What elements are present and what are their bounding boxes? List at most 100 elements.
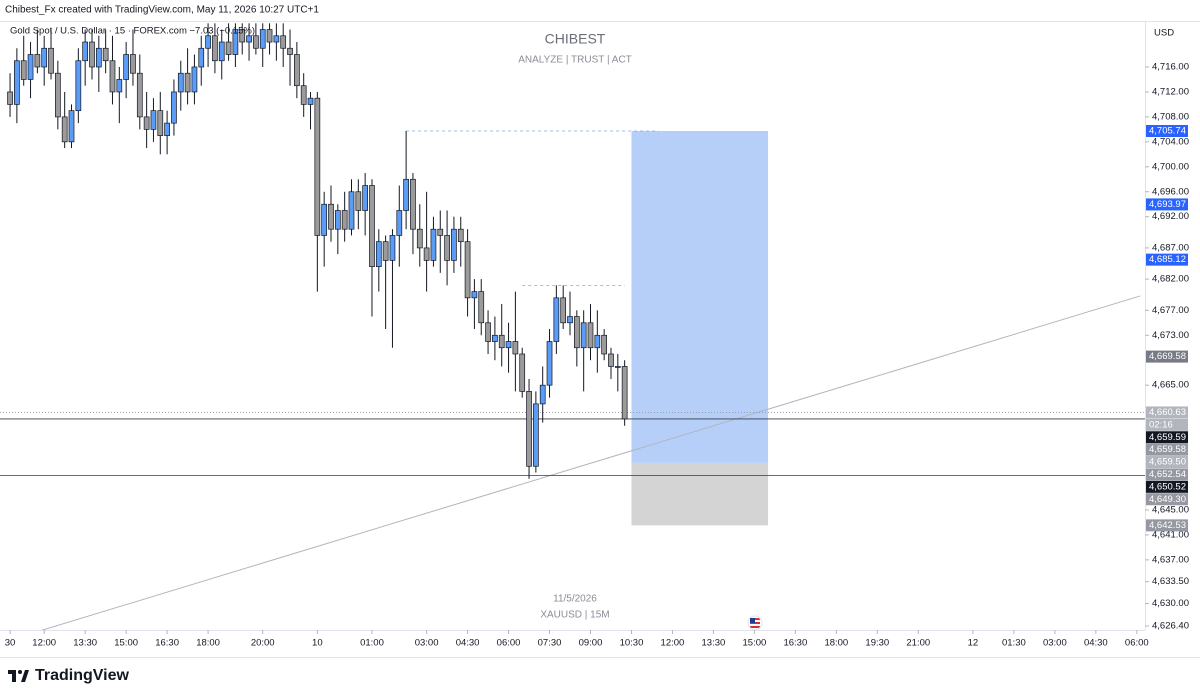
candle-body	[116, 79, 123, 93]
price-badge	[1146, 468, 1188, 481]
price-badge	[1146, 431, 1188, 444]
candle-body	[553, 297, 560, 342]
x-tick-label: 13:30	[702, 638, 726, 649]
x-tick-label: 04:30	[456, 638, 480, 649]
candle-body	[171, 91, 177, 124]
candle-body	[150, 110, 157, 130]
candle-body	[444, 235, 450, 261]
candle-body	[218, 41, 225, 62]
candle-body	[300, 85, 307, 105]
x-tick-label: 03:00	[1043, 638, 1067, 649]
candle-body	[205, 35, 211, 49]
price-badge	[1146, 456, 1188, 469]
candle-body	[266, 29, 273, 43]
x-tick-label: 18:00	[824, 638, 848, 649]
candle-body	[382, 241, 389, 261]
candle-body	[471, 291, 478, 299]
candle-body	[157, 110, 164, 136]
x-tick-label: 20:00	[251, 638, 275, 649]
candle-body	[328, 203, 334, 230]
candle-body	[396, 210, 403, 236]
candle-body	[567, 316, 573, 324]
candle-body	[580, 322, 587, 349]
price-badge-label: 4,693.97	[1149, 199, 1186, 210]
candle-body	[485, 322, 491, 342]
watermark-symbol: XAUUSD | 15M	[540, 610, 609, 621]
price-badge-label: 4,650.52	[1149, 481, 1186, 492]
candle-body	[341, 210, 348, 230]
symbol-line: Gold Spot / U.S. Dollar · 15 · FOREX.com…	[10, 26, 255, 37]
candle-body	[430, 228, 437, 261]
candle-body	[348, 191, 355, 230]
watermark-title: CHIBEST	[545, 31, 606, 47]
candle-body	[68, 110, 75, 143]
price-badge	[1146, 124, 1188, 137]
x-tick-label: 15:00	[743, 638, 767, 649]
plot	[0, 23, 1145, 630]
price-badge	[1146, 519, 1188, 532]
candle-body	[533, 403, 539, 467]
price-badge	[1146, 198, 1188, 211]
x-tick-label: 21:00	[906, 638, 930, 649]
price-badge-label: 4,669.58	[1149, 351, 1186, 362]
candle-body	[82, 41, 89, 62]
price-badge	[1146, 406, 1188, 419]
y-tick-label: 4,630.00	[1152, 598, 1189, 609]
candle-body	[177, 72, 184, 93]
trend-line	[40, 295, 1141, 630]
candle-body	[546, 341, 553, 386]
candle-body	[410, 178, 416, 230]
candle-body	[287, 47, 293, 55]
x-tick-label: 12	[968, 638, 979, 649]
candle-body	[416, 228, 423, 249]
price-unit: USD	[1154, 28, 1174, 39]
y-tick-label: 4,687.00	[1152, 242, 1189, 253]
x-tick-label: 10:30	[620, 638, 644, 649]
x-tick-label: 01:30	[1002, 638, 1026, 649]
candle-body	[273, 35, 280, 43]
y-tick-label: 4,716.00	[1152, 61, 1189, 72]
candle-body	[451, 228, 457, 261]
candle-body	[369, 185, 375, 267]
y-tick-label: 4,704.00	[1152, 136, 1189, 147]
candle-body	[519, 353, 526, 392]
candle-body	[423, 247, 430, 261]
candle-body	[498, 334, 505, 349]
candle-body	[307, 97, 314, 105]
candle-body	[123, 54, 129, 80]
x-tick-label: 18:00	[196, 638, 220, 649]
candle-body	[136, 72, 143, 118]
position-stop	[631, 462, 769, 526]
y-tick-label: 4,696.00	[1152, 186, 1189, 197]
y-tick-label: 4,626.40	[1152, 621, 1189, 632]
y-tick-label: 4,637.00	[1152, 554, 1189, 565]
y-tick-label: 4,677.00	[1152, 305, 1189, 316]
candle-body	[294, 54, 300, 87]
candle-body	[389, 235, 396, 261]
price-badge-label: 4,659.58	[1149, 444, 1186, 455]
x-tick-label: 01:00	[360, 638, 384, 649]
candle-body	[184, 72, 191, 93]
candle-body	[164, 122, 170, 136]
candle-body	[130, 54, 136, 74]
x-tick-label: 10	[312, 638, 323, 649]
candle-body	[61, 116, 68, 143]
price-badge	[1146, 350, 1188, 363]
candle-body	[601, 334, 608, 355]
flag-icon	[747, 615, 763, 631]
candle-body	[89, 41, 95, 68]
candle-body	[259, 29, 266, 49]
x-tick-label: 07:30	[538, 638, 562, 649]
price-badge-label: 4,649.30	[1149, 494, 1186, 505]
credit: Chibest_Fx created with TradingView.com,…	[5, 5, 319, 16]
candle-body	[212, 35, 218, 62]
candle-body	[492, 334, 498, 342]
candle-body	[48, 47, 54, 74]
y-tick-label: 4,692.00	[1152, 211, 1189, 222]
x-tick-label: 03:00	[415, 638, 439, 649]
y-tick-label: 4,708.00	[1152, 111, 1189, 122]
price-badge-label: 4,659.50	[1149, 457, 1186, 468]
brand-name: TradingView	[35, 667, 130, 684]
candle-body	[587, 322, 594, 349]
candle-body	[239, 29, 246, 43]
